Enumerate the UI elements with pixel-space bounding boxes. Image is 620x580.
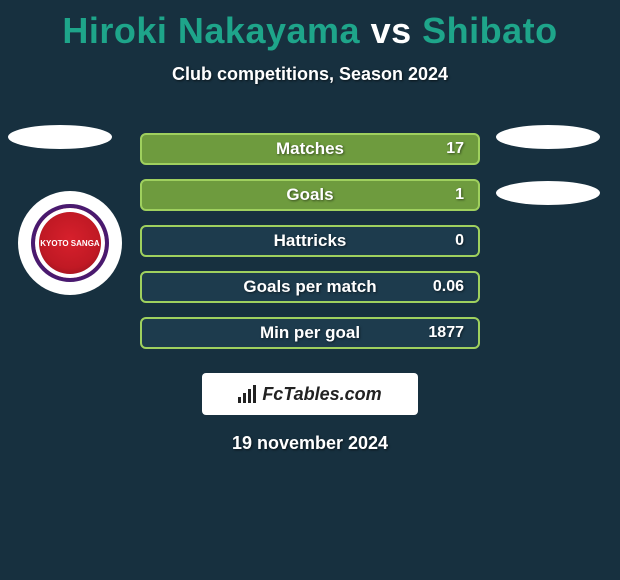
comparison-content: KYOTO SANGA Matches 17 Goals 1 Hattricks 0 Goa… [0,133,620,454]
date-text: 19 november 2024 [0,433,620,454]
stat-label: Hattricks [274,231,347,251]
player1-name: Hiroki Nakayama [62,10,360,51]
stat-label: Min per goal [260,323,360,343]
stat-label: Matches [276,139,344,159]
stat-row: Goals per match 0.06 [140,271,480,303]
ellipse-placeholder [496,181,600,205]
player2-name: Shibato [422,10,558,51]
stat-value: 1877 [428,324,464,342]
logo-bars-icon [238,385,256,403]
club-badge-inner: KYOTO SANGA [31,204,109,282]
subtitle: Club competitions, Season 2024 [0,64,620,85]
ellipse-placeholder [8,125,112,149]
stat-value: 0.06 [433,278,464,296]
stat-row: Hattricks 0 [140,225,480,257]
stat-label: Goals per match [243,277,376,297]
stat-row: Goals 1 [140,179,480,211]
stat-row: Min per goal 1877 [140,317,480,349]
club-badge: KYOTO SANGA [18,191,122,295]
stat-row: Matches 17 [140,133,480,165]
left-ellipses [8,125,112,149]
club-badge-text: KYOTO SANGA [40,239,99,248]
right-ellipses [496,125,600,205]
stat-value: 0 [455,232,464,250]
stat-rows: Matches 17 Goals 1 Hattricks 0 Goals per match… [140,133,480,349]
fctables-logo: FcTables.com [202,373,418,415]
logo-text: FcTables.com [262,384,381,405]
page-title: Hiroki Nakayama vs Shibato [0,0,620,52]
ellipse-placeholder [496,125,600,149]
stat-value: 17 [446,140,464,158]
stat-label: Goals [286,185,333,205]
vs-text: vs [371,10,412,51]
stat-value: 1 [455,186,464,204]
